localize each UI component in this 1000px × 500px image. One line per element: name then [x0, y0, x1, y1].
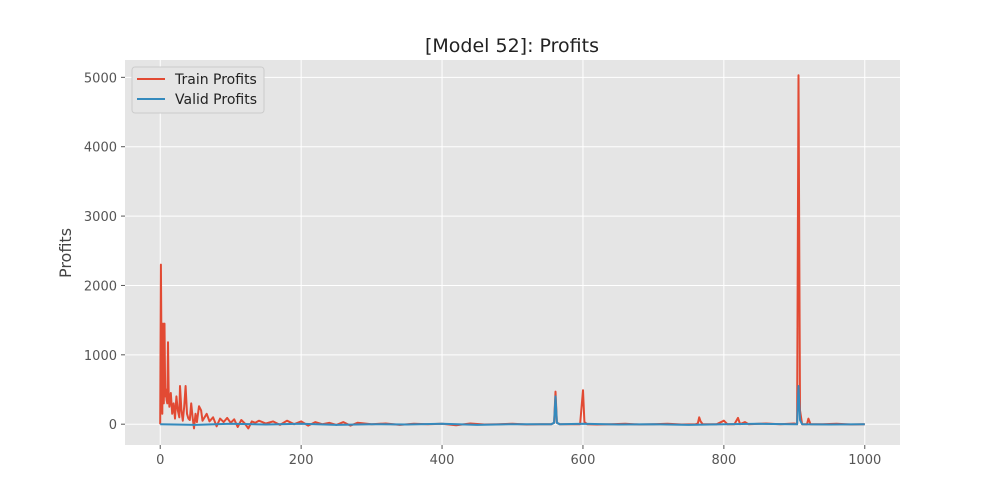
- x-tick-label: 0: [156, 453, 164, 468]
- chart-title: [Model 52]: Profits: [425, 35, 599, 57]
- y-tick-label: 4000: [84, 141, 117, 156]
- y-tick-label: 2000: [84, 279, 117, 294]
- x-tick-label: 200: [289, 453, 314, 468]
- tick-labels: 0 200 400 600 800 1000 0 1000 2000 3000 4000 5000: [84, 71, 881, 468]
- x-tick-label: 1000: [848, 453, 881, 468]
- legend-label-train: Train Profits: [174, 72, 257, 88]
- x-tick-label: 600: [571, 453, 596, 468]
- series-line-valid-profits: [160, 385, 865, 426]
- y-axis-label: Profits: [56, 228, 75, 278]
- y-tick-label: 3000: [84, 210, 117, 225]
- series-lines: [159, 74, 865, 430]
- y-tick-label: 5000: [84, 71, 117, 86]
- x-tick-label: 800: [711, 453, 736, 468]
- x-tick-label: 400: [430, 453, 455, 468]
- y-tick-label: 0: [109, 418, 117, 433]
- legend: Train Profits Valid Profits: [131, 66, 265, 114]
- legend-label-valid: Valid Profits: [175, 92, 257, 108]
- plot-background: [125, 60, 900, 445]
- y-tick-label: 1000: [84, 349, 117, 364]
